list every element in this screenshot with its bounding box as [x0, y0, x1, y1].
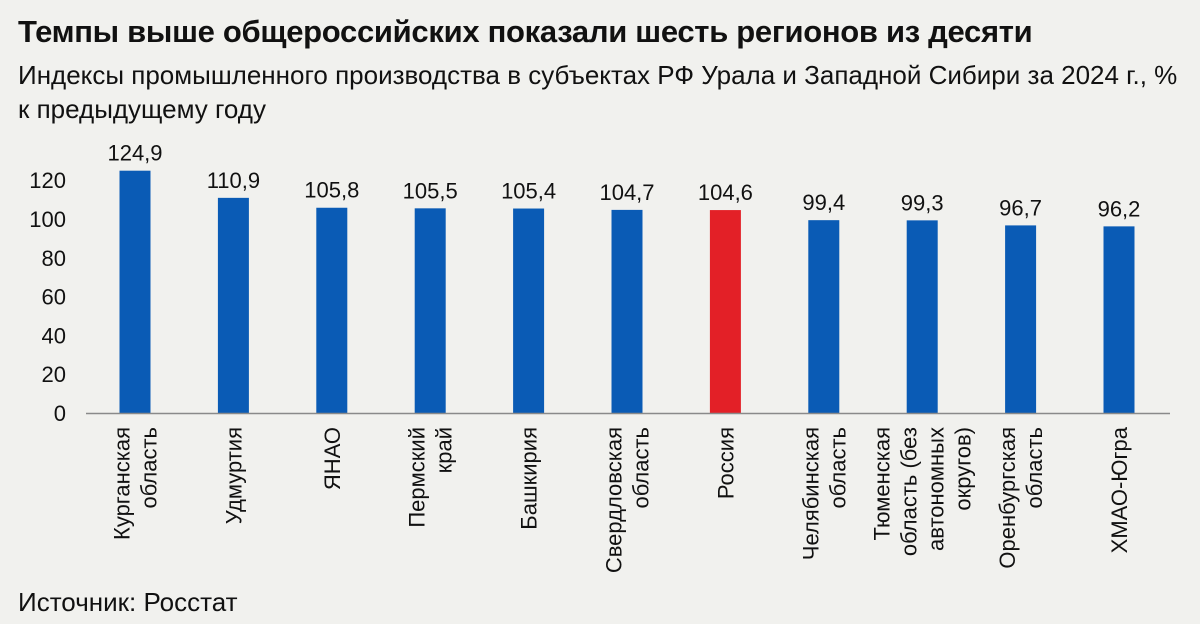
category-label-line: Удмуртия — [221, 427, 246, 524]
bar — [611, 209, 643, 413]
category-label-line: область — [629, 427, 654, 508]
value-label: 99,4 — [802, 190, 845, 215]
y-tick-label: 120 — [29, 168, 66, 193]
category-label: Курганская область — [110, 427, 162, 540]
bar — [513, 208, 545, 413]
bar — [1103, 226, 1135, 413]
chart-subtitle: Индексы промышленного производства в суб… — [18, 60, 1178, 124]
y-tick-label: 60 — [42, 285, 66, 310]
y-tick-label: 40 — [42, 323, 66, 348]
category-label-line: Россия — [713, 427, 738, 499]
y-tick-label: 20 — [42, 362, 66, 387]
bar — [316, 207, 348, 413]
category-label: Удмуртия — [221, 427, 246, 524]
value-label: 124,9 — [107, 141, 162, 166]
category-label: Пермский край — [405, 427, 457, 528]
category-label: ХМАО-Югра — [1107, 426, 1132, 553]
category-label-line: Свердловская — [602, 427, 627, 573]
bar — [1005, 225, 1037, 413]
bar — [119, 170, 151, 413]
bar — [217, 197, 249, 413]
category-label-line: область — [137, 427, 162, 508]
category-label-line: область — [1022, 427, 1047, 508]
category-label-line: Оренбургская — [995, 427, 1020, 569]
value-label: 105,8 — [304, 178, 359, 203]
bar — [906, 220, 938, 413]
category-label-line: Башкирия — [517, 427, 542, 530]
category-label-line: округов) — [951, 427, 976, 511]
chart-title: Темпы выше общероссийских показали шесть… — [18, 14, 1033, 49]
category-label: Тюменская область (без автономных округов) — [870, 427, 976, 556]
value-label: 99,3 — [901, 190, 944, 215]
y-tick-label: 80 — [42, 246, 66, 271]
value-label: 110,9 — [207, 168, 260, 193]
value-label: 104,7 — [599, 180, 654, 205]
category-label: Россия — [713, 427, 738, 499]
category-label-line: автономных — [924, 427, 949, 551]
y-tick-label: 100 — [29, 207, 66, 232]
category-label-line: Курганская — [110, 427, 135, 540]
category-label-line: Пермский — [405, 427, 430, 528]
category-label-line: край — [432, 427, 457, 473]
value-label: 105,5 — [403, 178, 458, 203]
category-label: Свердловская область — [602, 427, 654, 573]
category-label-line: Тюменская — [870, 427, 895, 541]
category-label-line: область (без — [897, 427, 922, 556]
category-label: Башкирия — [517, 427, 542, 530]
category-label: Оренбургская область — [995, 427, 1047, 569]
bar — [414, 208, 446, 413]
category-label-line: ЯНАО — [320, 427, 345, 490]
category-label: ЯНАО — [320, 427, 345, 490]
category-label-line: Челябинская — [798, 427, 823, 560]
y-tick-label: 0 — [54, 401, 66, 426]
category-label-line: ХМАО-Югра — [1107, 426, 1132, 553]
source-note: Источник: Росстат — [18, 587, 238, 617]
value-label: 96,7 — [999, 195, 1042, 220]
category-label-line: область — [825, 427, 850, 508]
bar — [808, 220, 840, 413]
category-label: Челябинская область — [798, 427, 850, 560]
value-label: 105,4 — [501, 179, 556, 204]
bar-highlight — [709, 210, 741, 413]
value-label: 96,2 — [1098, 196, 1141, 221]
value-label: 104,6 — [698, 180, 753, 205]
